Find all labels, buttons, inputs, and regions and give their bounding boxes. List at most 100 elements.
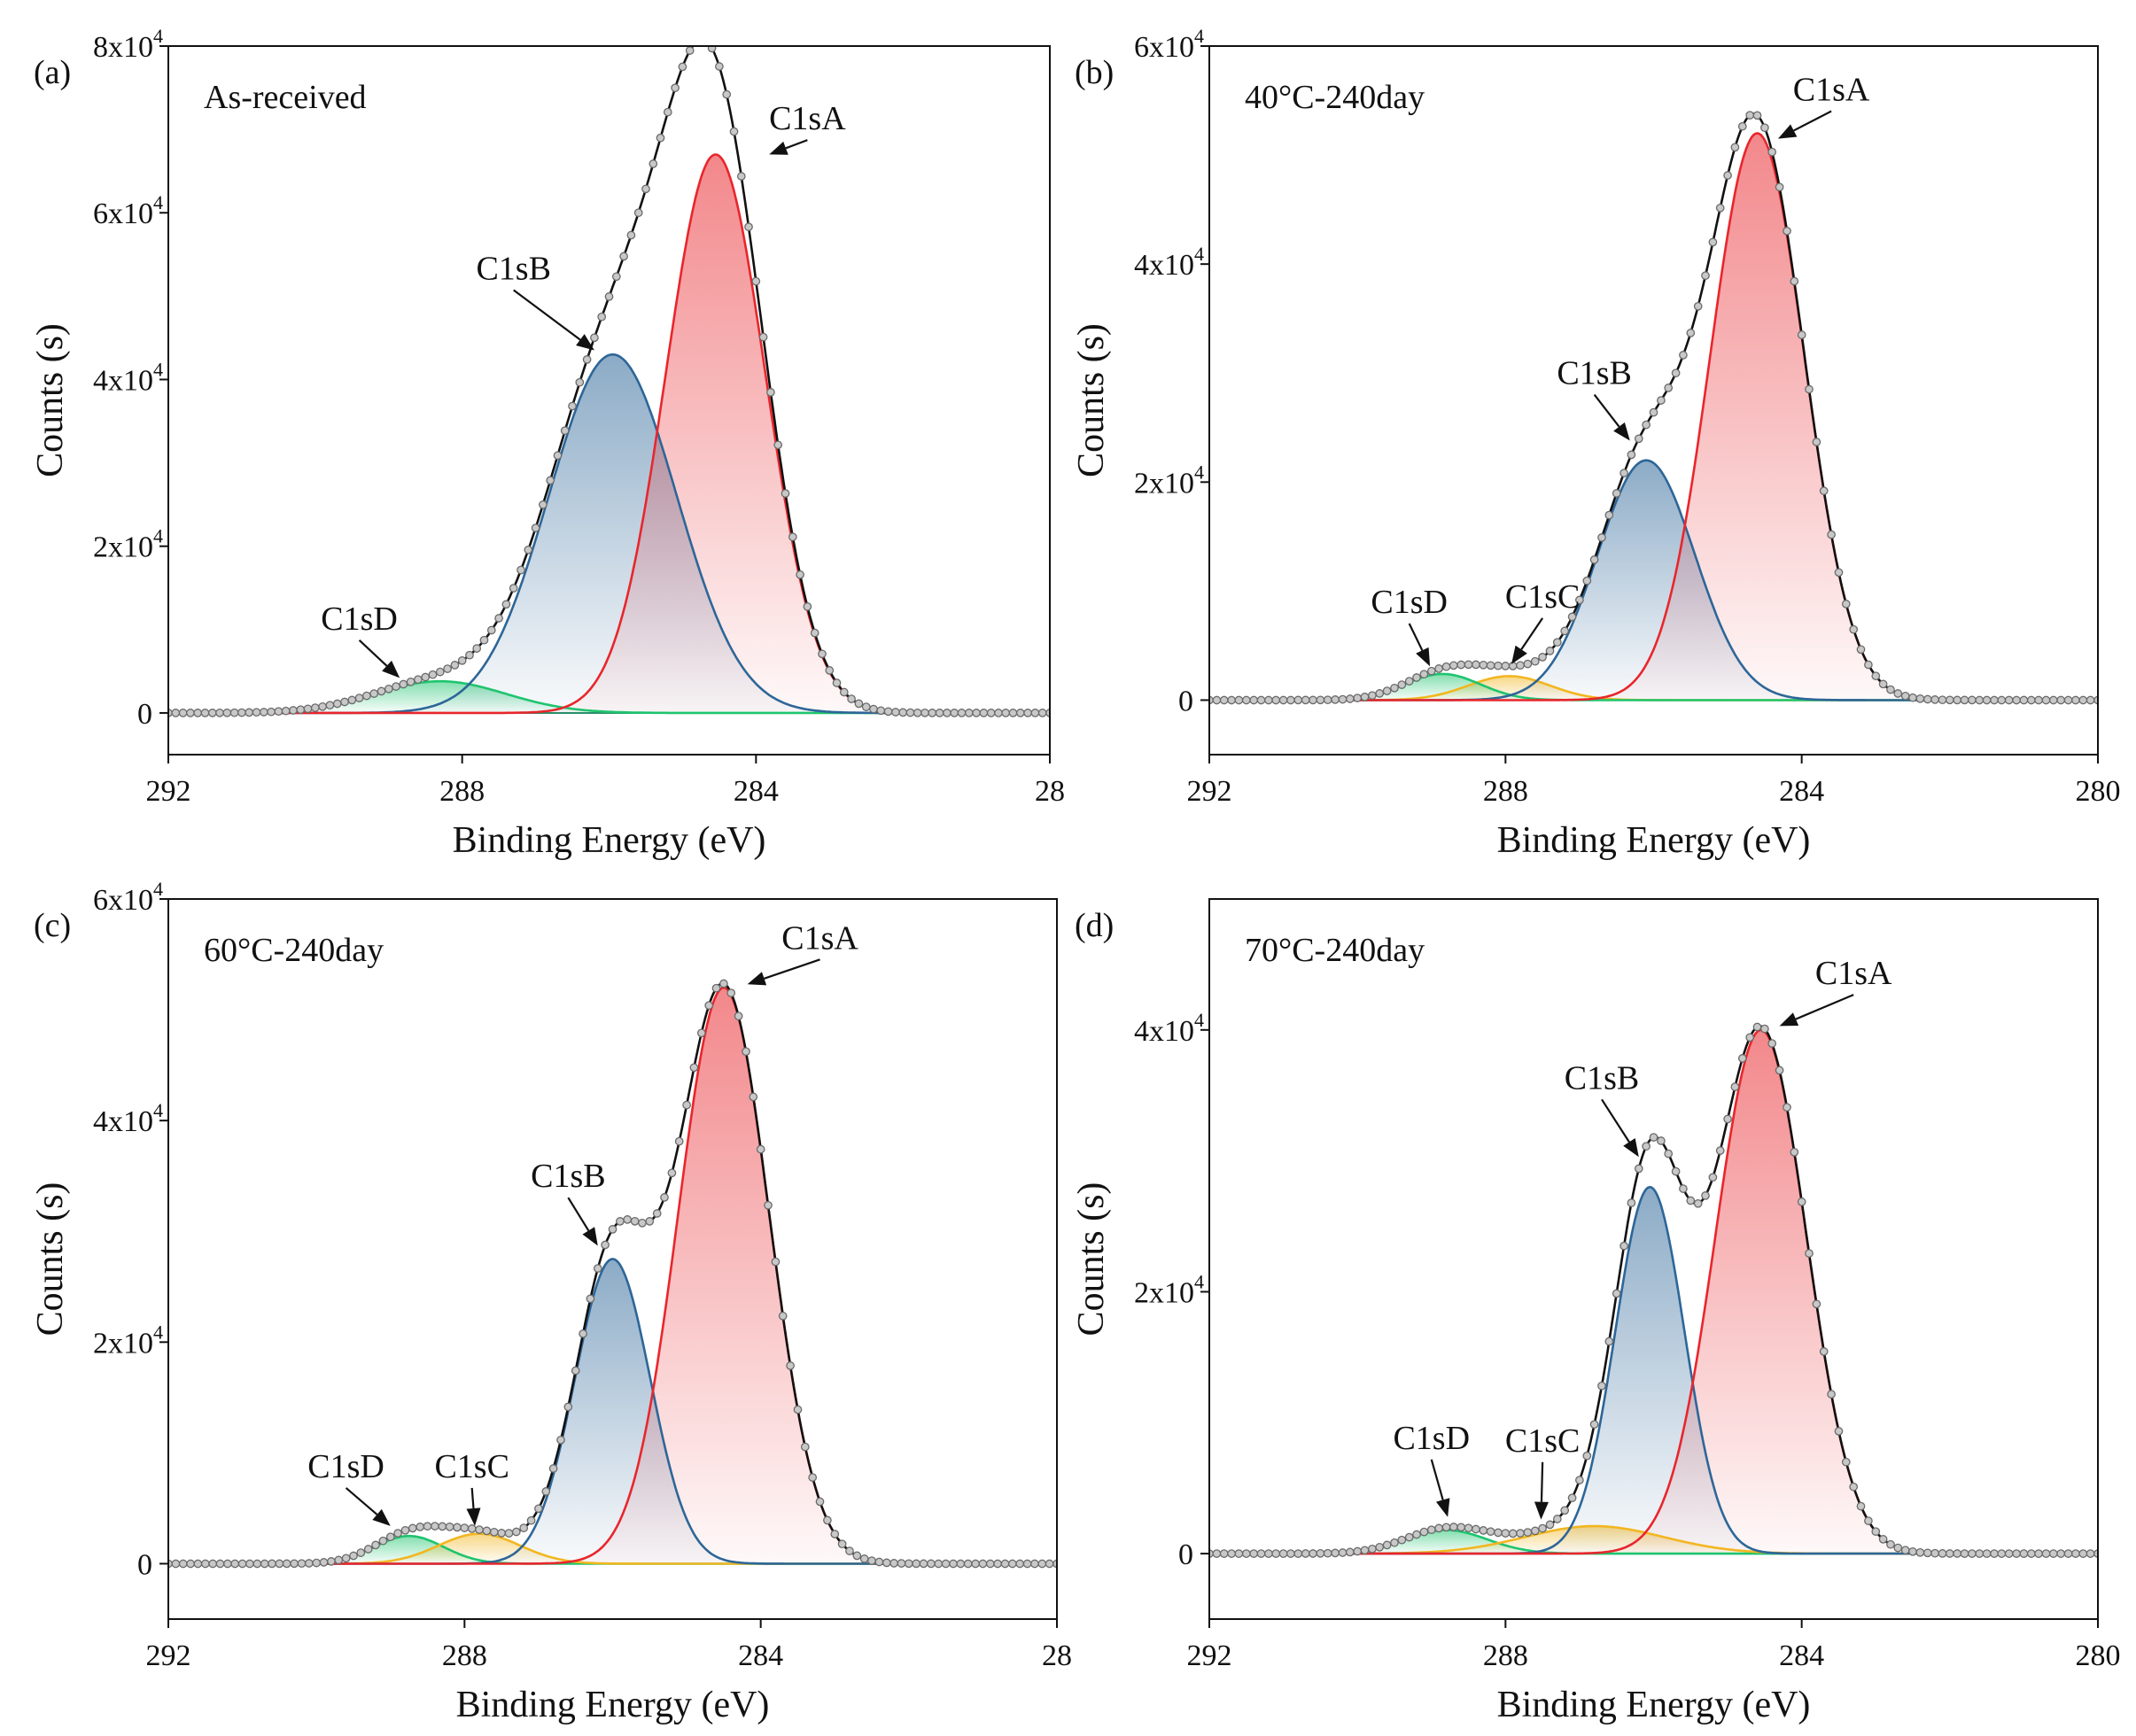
data-point bbox=[1234, 1549, 1244, 1558]
peak-label: C1sC bbox=[434, 1448, 509, 1485]
data-point bbox=[1657, 1136, 1666, 1145]
data-point bbox=[1001, 709, 1011, 717]
data-point bbox=[526, 1515, 536, 1525]
data-point bbox=[563, 1402, 573, 1412]
y-tick-label: 4x104 bbox=[1134, 243, 1204, 282]
data-point bbox=[245, 1559, 254, 1569]
peak-fill-c1sd bbox=[1209, 1530, 2098, 1554]
y-axis-title: Counts (s) bbox=[1071, 1182, 1112, 1337]
data-point bbox=[1545, 1520, 1555, 1530]
data-point bbox=[1945, 695, 1954, 705]
data-point bbox=[979, 709, 989, 717]
peak-label: C1sD bbox=[1393, 1420, 1470, 1457]
data-point bbox=[1915, 694, 1925, 703]
data-point bbox=[1856, 1501, 1866, 1511]
x-tick-label: 292 bbox=[1187, 775, 1232, 808]
data-point bbox=[1037, 709, 1047, 717]
data-point bbox=[604, 292, 614, 301]
x-tick-label: 292 bbox=[146, 775, 191, 808]
data-point bbox=[1368, 1544, 1377, 1554]
condition-label: As-received bbox=[204, 79, 367, 116]
data-point bbox=[1045, 1559, 1054, 1569]
data-point bbox=[1278, 1549, 1288, 1558]
arrow-head bbox=[1779, 1012, 1799, 1027]
data-point bbox=[414, 675, 423, 685]
data-point bbox=[178, 1559, 188, 1569]
data-point bbox=[541, 1487, 551, 1496]
x-tick-label: 28 bbox=[1035, 775, 1065, 808]
data-point bbox=[1494, 1528, 1503, 1538]
data-point bbox=[1412, 1530, 1421, 1539]
data-point bbox=[1642, 420, 1651, 430]
data-point bbox=[898, 708, 908, 717]
data-point bbox=[319, 1558, 329, 1567]
data-point bbox=[649, 159, 658, 168]
data-point bbox=[303, 704, 313, 714]
data-point bbox=[891, 708, 900, 717]
data-point bbox=[869, 704, 878, 714]
chart-panel-b: 292 288 284 280 0 2x104 4x104 6x104 Binding Ener… bbox=[1071, 25, 2121, 861]
data-point bbox=[1990, 695, 1999, 705]
data-point bbox=[2048, 1549, 2058, 1558]
data-point bbox=[1864, 660, 1873, 670]
data-point bbox=[682, 1100, 691, 1110]
peak-fill-c1sb bbox=[1209, 460, 2098, 701]
peak-label: C1sD bbox=[1371, 584, 1448, 621]
data-point bbox=[186, 709, 195, 717]
data-point bbox=[685, 46, 695, 55]
x-tick-label: 288 bbox=[1483, 1639, 1528, 1672]
data-point bbox=[200, 1559, 210, 1569]
data-point bbox=[758, 332, 768, 342]
data-point bbox=[1745, 1033, 1755, 1042]
data-point bbox=[825, 666, 835, 675]
data-point bbox=[1530, 1526, 1540, 1536]
data-point bbox=[384, 684, 393, 694]
data-point bbox=[435, 667, 445, 677]
data-point bbox=[501, 600, 511, 609]
data-point bbox=[652, 1209, 662, 1218]
data-point bbox=[590, 333, 599, 343]
data-point bbox=[1679, 1184, 1688, 1193]
panel-letter: (d) bbox=[1075, 907, 1114, 944]
data-point bbox=[773, 440, 783, 450]
data-point bbox=[1345, 694, 1355, 703]
annotation-arrow bbox=[785, 139, 808, 150]
data-point bbox=[1849, 1482, 1859, 1492]
data-point bbox=[1864, 1516, 1873, 1525]
data-point bbox=[1234, 695, 1244, 705]
data-point bbox=[1671, 1166, 1681, 1176]
data-point bbox=[534, 1504, 543, 1514]
data-point bbox=[641, 184, 650, 194]
data-point bbox=[1219, 1549, 1229, 1558]
data-point bbox=[701, 36, 708, 43]
data-point bbox=[1960, 695, 1969, 705]
data-point bbox=[438, 1522, 447, 1531]
data-point bbox=[711, 983, 721, 993]
data-point bbox=[1767, 147, 1777, 157]
plot-frame bbox=[167, 45, 1051, 756]
peak-annotation-c1sa: C1sA bbox=[769, 100, 846, 155]
data-point bbox=[1775, 182, 1784, 192]
peak-annotation-c1sd: C1sD bbox=[307, 1448, 391, 1526]
data-point bbox=[1560, 1506, 1570, 1515]
data-point bbox=[2034, 695, 2043, 705]
data-point bbox=[1893, 1543, 1903, 1553]
data-point bbox=[1030, 1559, 1039, 1569]
data-point bbox=[818, 649, 827, 659]
data-point bbox=[1604, 510, 1614, 520]
data-point bbox=[633, 208, 643, 218]
data-point bbox=[1249, 1549, 1259, 1558]
x-tick-label: 284 bbox=[1779, 1639, 1824, 1672]
data-point bbox=[539, 500, 548, 509]
data-point bbox=[1737, 1054, 1747, 1063]
data-point bbox=[912, 1559, 921, 1569]
data-point bbox=[1790, 276, 1799, 286]
data-point bbox=[749, 1092, 758, 1102]
data-point bbox=[601, 1240, 610, 1250]
data-point bbox=[766, 388, 775, 397]
data-point bbox=[1900, 1546, 1910, 1555]
data-point bbox=[1619, 469, 1628, 477]
data-point bbox=[623, 1215, 633, 1224]
data-point bbox=[1212, 1549, 1222, 1558]
data-point bbox=[1960, 1549, 1969, 1558]
